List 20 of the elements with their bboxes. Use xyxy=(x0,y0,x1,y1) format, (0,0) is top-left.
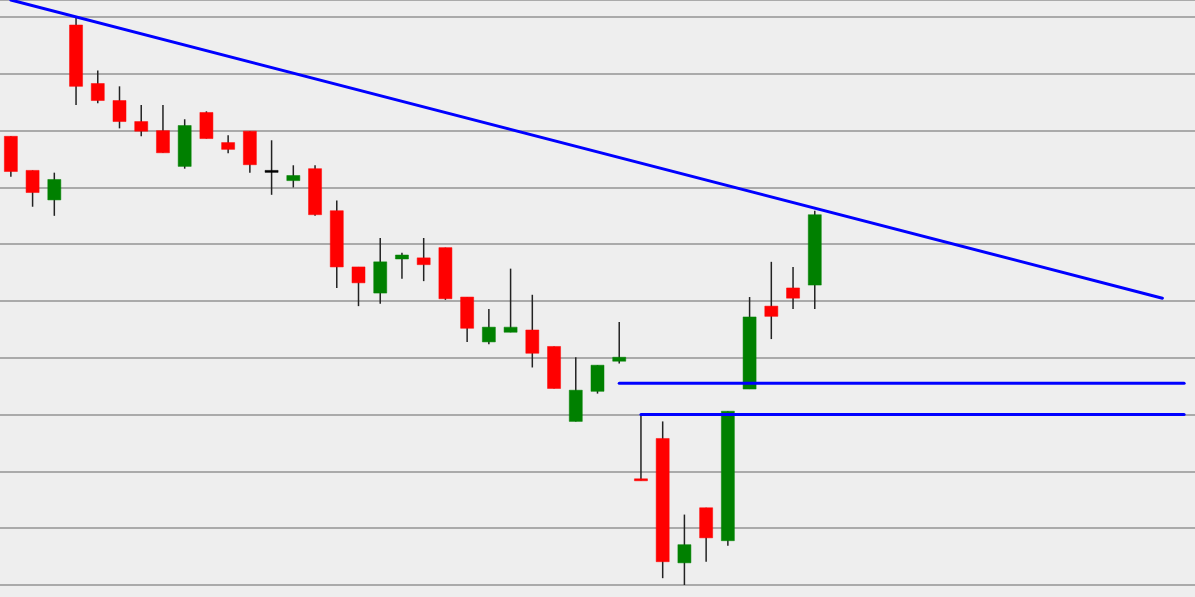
candlestick xyxy=(677,513,692,586)
candlestick xyxy=(286,164,301,189)
candlestick xyxy=(25,169,40,208)
candlestick xyxy=(764,261,779,340)
candlestick xyxy=(482,308,496,345)
candlestick xyxy=(634,414,648,482)
candlestick xyxy=(156,104,170,154)
candlestick xyxy=(503,267,518,334)
candlestick xyxy=(416,237,431,282)
candlestick xyxy=(91,69,105,105)
candlestick xyxy=(612,321,626,365)
candlestick xyxy=(112,85,127,130)
candlestick xyxy=(264,139,279,196)
candlestick xyxy=(47,171,62,217)
candlestick xyxy=(395,251,409,280)
candlestick xyxy=(786,266,800,310)
candlestick xyxy=(134,104,148,138)
candlestick xyxy=(351,266,366,307)
candlestick xyxy=(525,294,540,369)
candlestick xyxy=(221,134,235,155)
